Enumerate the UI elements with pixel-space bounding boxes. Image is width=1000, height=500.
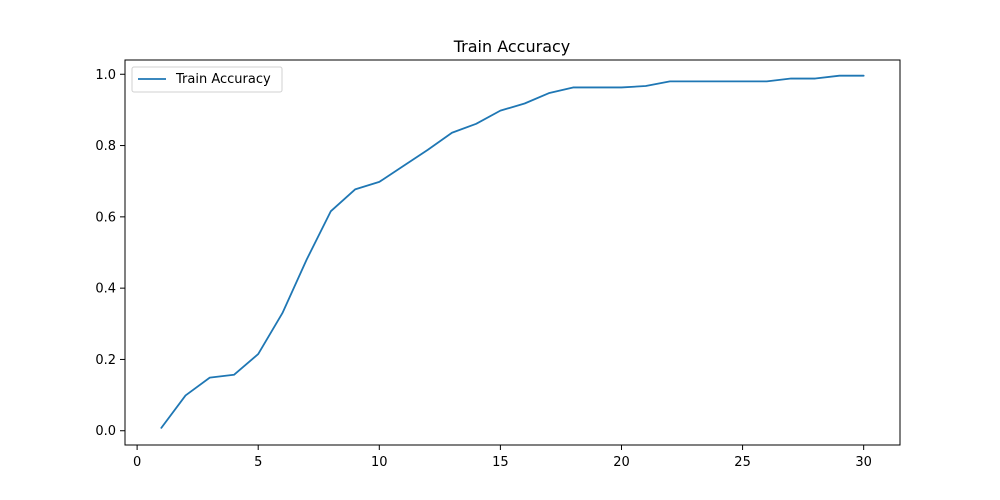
legend-box xyxy=(131,66,283,93)
y-tick-label: 0.4 xyxy=(95,282,116,297)
y-tick-label: 0.8 xyxy=(95,139,116,154)
series-layer xyxy=(160,74,865,429)
legend: Train Accuracy xyxy=(131,66,283,93)
x-tick-label: 20 xyxy=(613,455,630,470)
axes xyxy=(124,59,901,446)
chart-title: Train Accuracy xyxy=(453,37,571,56)
x-tick-label: 10 xyxy=(371,455,388,470)
series-line-train-accuracy xyxy=(160,74,865,429)
axes-frame xyxy=(124,59,901,446)
x-tick-label: 25 xyxy=(734,455,751,470)
y-tick-label: 0.2 xyxy=(95,353,116,368)
y-axis: 0.0 0.2 0.4 0.6 0.8 1.0 xyxy=(95,68,125,439)
x-axis: 0 5 10 15 20 25 30 xyxy=(133,445,872,470)
x-tick-label: 0 xyxy=(133,455,141,470)
x-tick-label: 15 xyxy=(492,455,509,470)
y-tick-label: 0.6 xyxy=(95,210,116,225)
x-tick-label: 30 xyxy=(855,455,872,470)
y-tick-label: 1.0 xyxy=(95,68,116,83)
legend-label-train-accuracy: Train Accuracy xyxy=(175,72,271,87)
y-tick-label: 0.0 xyxy=(95,424,116,439)
x-tick-label: 5 xyxy=(254,455,262,470)
